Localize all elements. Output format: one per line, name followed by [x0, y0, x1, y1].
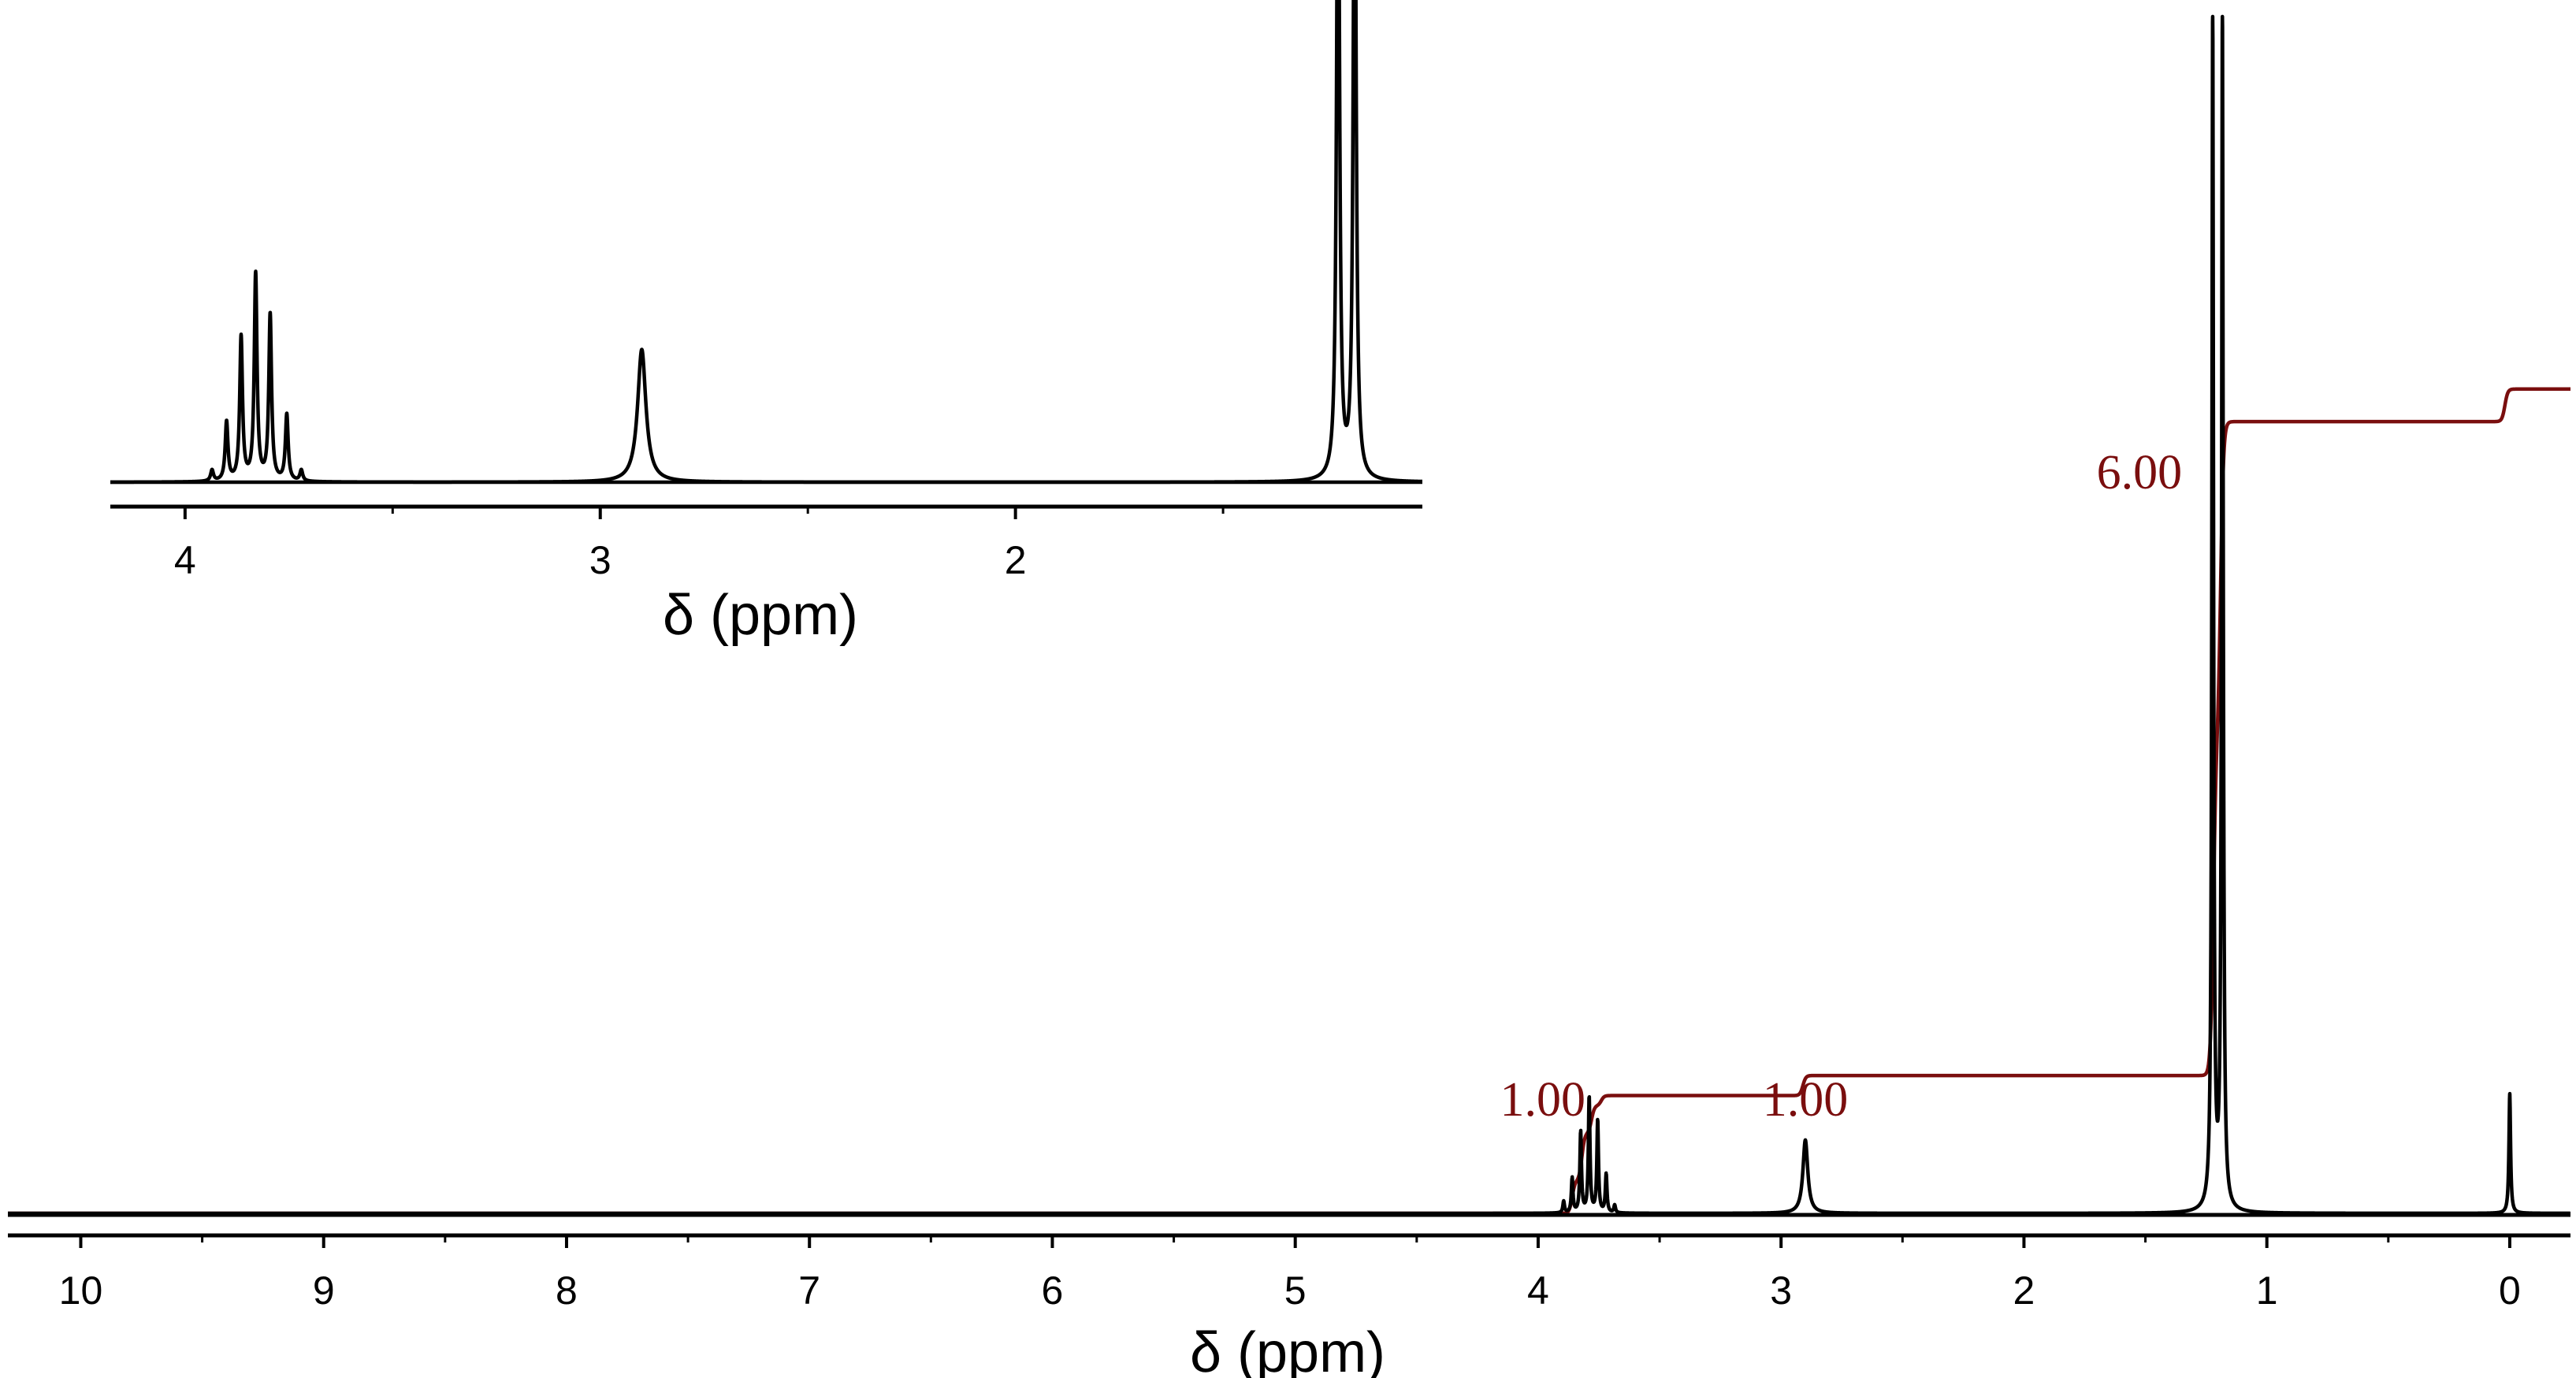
x-tick-label: 4 — [1527, 1268, 1549, 1313]
x-tick-label: 8 — [556, 1268, 578, 1313]
integral-label: 6.00 — [2097, 446, 2183, 500]
main-spectrum-line — [6, 14, 2572, 1216]
x-tick-label: 6 — [1042, 1268, 1064, 1313]
x-tick-label: 3 — [589, 538, 611, 582]
integral-label: 1.00 — [1763, 1073, 1849, 1127]
x-tick-label: 2 — [2013, 1268, 2035, 1313]
x-tick-label: 0 — [2499, 1268, 2521, 1313]
x-tick-label: 2 — [1005, 538, 1027, 582]
x-tick-label: 7 — [798, 1268, 820, 1313]
inset-plot-area — [110, 0, 1422, 485]
main-x-axis: 10 9 8 7 6 5 4 3 2 1 0 — [8, 1213, 2570, 1313]
x-tick-label: 5 — [1284, 1268, 1307, 1313]
integral-label: 1.00 — [1500, 1073, 1586, 1127]
main-plot-area — [6, 14, 2572, 1216]
main-plot: 1.00 1.006.00 10 9 8 7 6 5 4 3 2 1 0 δ (ppm) — [6, 14, 2572, 1378]
x-tick-label: 10 — [59, 1268, 103, 1313]
main-annotations: 1.00 1.00 6.00 — [1500, 446, 2183, 1127]
inset-x-axis-title: δ (ppm) — [663, 584, 858, 647]
x-tick-label: 3 — [1770, 1268, 1792, 1313]
main-x-axis-title: δ (ppm) — [1190, 1321, 1385, 1378]
x-tick-label: 9 — [313, 1268, 335, 1313]
inset-plot: 4 3 2 δ (ppm) — [110, 0, 1422, 647]
x-tick-label: 1 — [2256, 1268, 2278, 1313]
inset-x-axis: 4 3 2 — [110, 480, 1422, 582]
inset-spectrum-line — [110, 0, 1422, 485]
x-tick-label: 4 — [174, 538, 196, 582]
